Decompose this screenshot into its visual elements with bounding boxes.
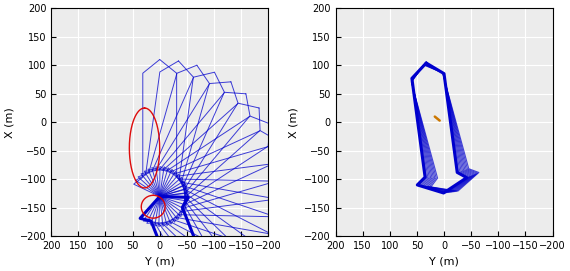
X-axis label: Y (m): Y (m): [429, 257, 459, 267]
X-axis label: Y (m): Y (m): [145, 257, 174, 267]
Y-axis label: X (m): X (m): [4, 107, 14, 138]
Y-axis label: X (m): X (m): [288, 107, 299, 138]
